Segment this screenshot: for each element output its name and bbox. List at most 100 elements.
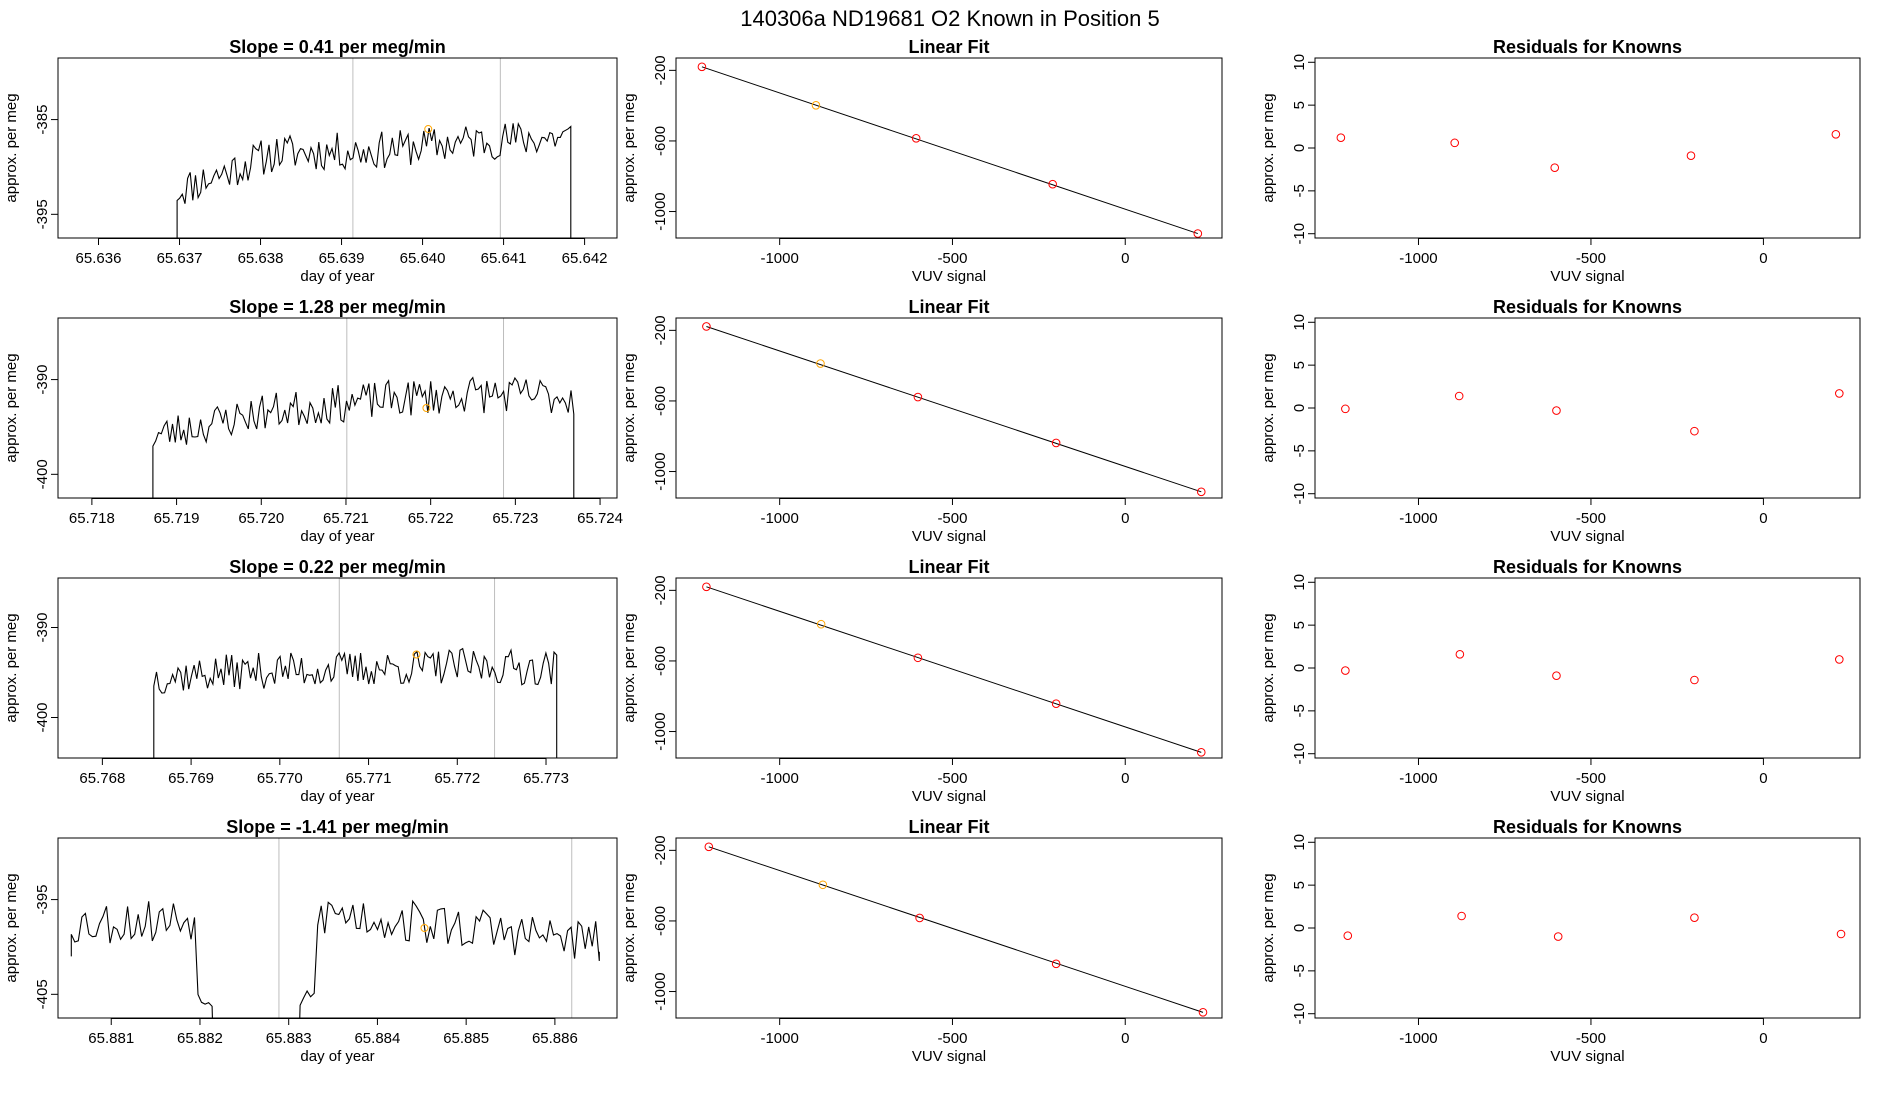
x-tick-label: 65.638: [238, 250, 284, 267]
plot-frame: [675, 577, 1223, 759]
plot-area: [702, 322, 1206, 497]
y-tick-label: -10: [1291, 1003, 1308, 1025]
x-tick-label: -1000: [760, 1030, 798, 1047]
panel-title: Residuals for Knowns: [1493, 297, 1682, 317]
panel-linear-fit-row1: Linear Fit -1000 -500 0 VUV signal -200 -600 -1…: [621, 37, 1223, 285]
x-tick-label: 65.770: [257, 770, 303, 787]
y-tick-label: 10: [1291, 834, 1308, 851]
x-tick-label: 0: [1121, 250, 1129, 267]
x-tick-label: -500: [1576, 1030, 1606, 1047]
panel-time-series-row4: Slope = -1.41 per meg/min 65.881 65.882 65.…: [3, 817, 618, 1065]
x-axis: 65.718 65.719 65.720 65.721 65.722 65.723 65.7…: [69, 498, 623, 527]
panel-title: Slope = 0.22 per meg/min: [229, 557, 446, 577]
x-tick-label: 65.881: [88, 1030, 134, 1047]
y-tick-label: -10: [1291, 743, 1308, 765]
y-tick-label: -5: [1291, 704, 1308, 717]
residual-point: [1690, 913, 1699, 923]
x-tick-label: -500: [1576, 770, 1606, 787]
series-trace: [176, 121, 572, 238]
residual-point: [1835, 655, 1844, 664]
residual-point: [1450, 138, 1459, 148]
data-point: [816, 359, 825, 368]
y-axis: -200 -600 -1000: [652, 575, 676, 751]
x-axis-label: day of year: [300, 1048, 374, 1065]
highlight-point: [424, 125, 433, 134]
highlight-point: [412, 650, 421, 659]
panel-residuals-row1: Residuals for Knowns -1000 -500 0 VUV signal…: [1260, 37, 1861, 285]
y-tick-label: 5: [1291, 881, 1308, 889]
data-point: [913, 392, 923, 402]
data-point: [704, 842, 714, 852]
y-tick-label: -400: [34, 459, 51, 489]
y-tick-label: -600: [652, 126, 669, 156]
panel-linear-fit-row2: Linear Fit -1000 -500 0 VUV signal -200 -600 -1…: [621, 297, 1223, 545]
x-tick-label: -1000: [1399, 770, 1437, 787]
panel-title: Slope = 0.41 per meg/min: [229, 37, 446, 57]
plot-frame: [1314, 837, 1861, 1019]
y-tick-label: -600: [652, 386, 669, 416]
residual-point: [1341, 404, 1350, 414]
data-point: [913, 653, 923, 663]
x-tick-label: 65.769: [168, 770, 214, 787]
residual-point: [1550, 163, 1560, 173]
x-tick-label: -1000: [1399, 1030, 1437, 1047]
x-axis-label: VUV signal: [912, 1048, 986, 1065]
x-axis-label: VUV signal: [912, 268, 986, 285]
y-tick-label: -5: [1291, 184, 1308, 197]
y-tick-label: 0: [1291, 664, 1308, 672]
x-tick-label: 65.723: [492, 510, 538, 527]
plot-frame: [1314, 57, 1861, 239]
y-axis-label: approx. per meg: [621, 93, 638, 202]
x-tick-label: -1000: [1399, 250, 1437, 267]
data-point: [1048, 179, 1057, 189]
series-trace: [152, 376, 575, 498]
plot-area: [70, 838, 600, 1018]
plot-area: [153, 578, 558, 758]
residual-point: [1690, 426, 1699, 436]
x-tick-label: 65.636: [76, 250, 122, 267]
x-axis-label: day of year: [300, 268, 374, 285]
x-tick-label: 65.883: [266, 1030, 312, 1047]
y-tick-label: 0: [1291, 924, 1308, 932]
panel-time-series-row2: Slope = 1.28 per meg/min 65.718 65.719 65.7…: [3, 297, 623, 545]
x-axis-label: VUV signal: [1550, 528, 1624, 545]
x-tick-label: -1000: [1399, 510, 1437, 527]
x-tick-label: -500: [937, 1030, 967, 1047]
y-tick-label: -600: [652, 646, 669, 676]
residual-point: [1336, 133, 1346, 143]
panel-title: Residuals for Knowns: [1493, 817, 1682, 837]
plot-frame: [57, 57, 618, 239]
panel-title: Residuals for Knowns: [1493, 37, 1682, 57]
x-axis-label: VUV signal: [1550, 1048, 1624, 1065]
series-trace: [70, 899, 600, 1018]
y-tick-label: -1000: [652, 452, 669, 490]
data-point: [1198, 1008, 1208, 1017]
panel-linear-fit-row4: Linear Fit -1000 -500 0 VUV signal -200 -600 -1…: [621, 817, 1223, 1065]
x-tick-label: 65.640: [400, 250, 446, 267]
plot-frame: [57, 577, 618, 759]
y-tick-label: -1000: [652, 972, 669, 1010]
y-axis: -385 -395: [34, 105, 58, 229]
x-tick-label: 65.642: [562, 250, 608, 267]
y-axis-label: approx. per meg: [1260, 93, 1277, 202]
plot-area: [1343, 911, 1846, 941]
plot-area: [1341, 389, 1844, 436]
x-tick-label: 65.882: [177, 1030, 223, 1047]
x-tick-label: 65.719: [154, 510, 200, 527]
y-tick-label: 5: [1291, 361, 1308, 369]
y-tick-label: -395: [34, 885, 51, 915]
figure-main-title: 140306a ND19681 O2 Known in Position 5: [740, 6, 1160, 31]
plot-frame: [675, 317, 1223, 499]
plot-area: [176, 58, 572, 238]
data-point: [1193, 229, 1203, 238]
plot-area: [704, 842, 1208, 1017]
panel-title: Slope = 1.28 per meg/min: [229, 297, 446, 317]
residual-point: [1835, 389, 1844, 398]
x-axis-label: day of year: [300, 528, 374, 545]
y-tick-label: 5: [1291, 621, 1308, 629]
plot-frame: [675, 837, 1223, 1019]
y-axis-label: approx. per meg: [1260, 353, 1277, 462]
x-tick-label: 0: [1759, 510, 1767, 527]
x-tick-label: 65.637: [157, 250, 203, 267]
